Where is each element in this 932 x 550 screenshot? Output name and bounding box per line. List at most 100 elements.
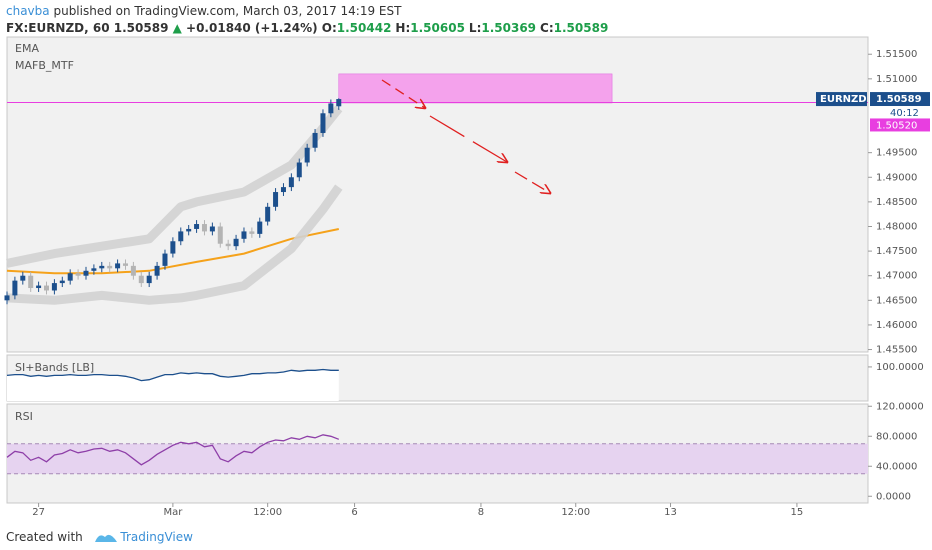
ema-line — [6, 228, 340, 275]
y-tick-label: 1.49500 — [876, 148, 917, 159]
y-tick-label: 1.46000 — [876, 320, 917, 331]
candle-body — [288, 177, 294, 188]
candle-body — [265, 206, 271, 222]
candle-body — [12, 280, 18, 296]
symbol-badge — [816, 92, 867, 107]
candle-body — [75, 273, 81, 276]
y-tick-label: 1.47500 — [876, 246, 917, 257]
x-tick-label: 15 — [791, 507, 804, 518]
header: chavba published on TradingView.com, Mar… — [6, 3, 612, 37]
candle-body — [83, 270, 89, 276]
logo — [94, 534, 117, 542]
candle-body — [154, 265, 160, 276]
x-tick-label: Mar — [163, 507, 183, 518]
price: 1.50589 — [113, 21, 169, 35]
arrow — [429, 115, 507, 162]
ohlc-label: L: — [468, 21, 482, 35]
candle-body — [138, 275, 144, 284]
candle-body — [178, 231, 184, 242]
price-badge-label: 1.50589 — [876, 94, 922, 105]
symbol-badge-label: EURNZD — [820, 94, 867, 105]
y-tick-label: 40.0000 — [876, 461, 917, 472]
candle-body — [130, 265, 136, 276]
candle-body — [209, 226, 215, 232]
line — [6, 434, 340, 466]
ohlc-label: C: — [540, 21, 554, 35]
candle-body — [233, 238, 239, 247]
y-tick-label: 1.47000 — [876, 271, 917, 282]
candle-body — [170, 241, 176, 254]
pane-title: RSI — [15, 410, 33, 423]
y-tick-label: 100.0000 — [876, 362, 924, 373]
rsi-band — [7, 443, 868, 474]
candle-body — [162, 253, 168, 266]
band-line — [6, 184, 343, 305]
candle-body — [99, 265, 105, 269]
candle-body — [273, 192, 279, 207]
candle-body — [328, 103, 334, 114]
created: Created with — [6, 530, 83, 544]
ohlc-value: 1.50369 — [481, 21, 537, 35]
candle-body — [225, 243, 231, 247]
x-tick-label: 12:00 — [561, 507, 590, 518]
candle-body — [257, 221, 263, 234]
x-tick-label: 6 — [351, 507, 357, 518]
x-tick-label: 27 — [32, 507, 45, 518]
footer: Created with TradingView — [6, 527, 193, 544]
ohlc: O:1.50442 H:1.50605 L:1.50369 C:1.50589 — [322, 21, 613, 35]
ohlc-label: H: — [395, 21, 411, 35]
legend-entry: MAFB_MTF — [15, 59, 74, 72]
candle-body — [320, 113, 326, 133]
candle-body — [20, 275, 26, 281]
candle-body — [28, 275, 34, 289]
y-tick-label: 1.46500 — [876, 295, 917, 306]
hline-badge — [870, 118, 930, 132]
candle-body — [67, 273, 73, 281]
header-line: chavba published on TradingView.com, Mar… — [6, 3, 612, 20]
candle-body — [304, 147, 310, 163]
countdown: 40:12 — [890, 108, 919, 119]
pane-title: SI+Bands [LB] — [15, 361, 94, 374]
y-tick-label: 1.45500 — [876, 345, 917, 356]
y-tick-label: 1.51000 — [876, 74, 917, 85]
chart: 1.51500 1.51000 1.49500 1.49000 1.48500 1.480… — [4, 36, 930, 518]
candle-body — [312, 132, 318, 148]
candle-body — [51, 283, 57, 291]
candle-body — [336, 99, 342, 107]
symbol-line: FX:EURNZD, 60 1.50589 ▲ +0.01840 (+1.24%… — [6, 20, 612, 37]
candle-body — [122, 263, 128, 266]
ohlc-value: 1.50605 — [410, 21, 465, 35]
candle-body — [36, 285, 42, 289]
arrow: ▲ — [172, 21, 182, 35]
hline-badge-label: 1.50520 — [876, 120, 917, 131]
y-tick-label: 1.48000 — [876, 221, 917, 232]
candle-body — [115, 263, 121, 269]
y-tick-label: 0.0000 — [876, 491, 911, 502]
ohlc-value: 1.50589 — [553, 21, 609, 35]
ohlc-label: O: — [321, 21, 337, 35]
y-tick-label: 1.48500 — [876, 197, 917, 208]
symbol: FX:EURNZD, 60 — [6, 21, 110, 35]
arrow — [381, 79, 425, 108]
published: published on TradingView.com, March 03, … — [53, 4, 402, 18]
x-tick-label: 8 — [478, 507, 484, 518]
brand[interactable]: TradingView — [120, 530, 193, 544]
y-tick-label: 120.0000 — [876, 401, 924, 412]
author[interactable]: chavba — [6, 4, 50, 18]
candle-body — [43, 285, 49, 291]
candle-body — [107, 265, 113, 269]
candle-body — [146, 275, 152, 284]
candle-body — [217, 226, 223, 244]
y-tick-label: 80.0000 — [876, 431, 917, 442]
candle-body — [59, 280, 65, 284]
line — [6, 368, 339, 382]
y-tick-label: 1.51500 — [876, 49, 917, 60]
candle-body — [4, 295, 10, 301]
area — [7, 369, 339, 401]
candle-body — [280, 187, 286, 193]
arrow — [514, 171, 550, 193]
zone — [338, 73, 613, 104]
x-tick-label: 13 — [664, 507, 677, 518]
candle-body — [296, 162, 302, 178]
